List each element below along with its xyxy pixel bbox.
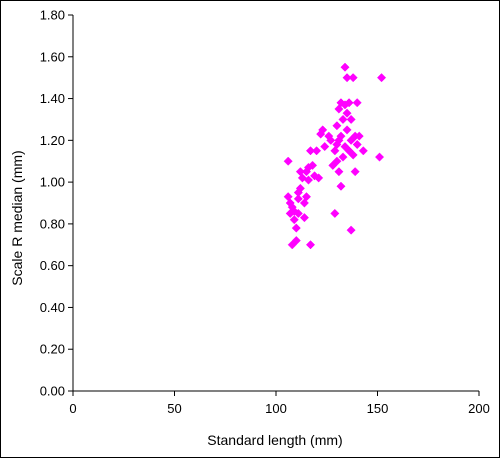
data-point — [318, 125, 328, 135]
x-tick-label: 150 — [367, 401, 389, 416]
x-tick-label: 200 — [468, 401, 490, 416]
data-point — [293, 208, 303, 218]
data-point — [312, 146, 322, 156]
y-tick-label: 0.80 — [40, 216, 65, 231]
data-point — [326, 135, 336, 145]
y-axis: 0.00 0.20 0.40 0.60 0.80 1.00 1.20 1.40 1.60 1.80 — [40, 8, 74, 399]
data-point — [358, 146, 368, 156]
data-point — [336, 98, 346, 108]
data-point — [354, 131, 364, 141]
data-point — [305, 146, 316, 156]
data-point — [338, 152, 348, 162]
y-tick-label: 1.20 — [40, 133, 65, 148]
data-point — [314, 173, 324, 183]
y-tick-label: 1.40 — [40, 91, 65, 106]
data-point — [344, 98, 354, 108]
data-point — [374, 152, 385, 162]
data-point — [340, 62, 350, 72]
data-point — [295, 183, 305, 193]
y-tick-label: 1.80 — [40, 8, 65, 23]
data-point — [377, 73, 387, 83]
y-tick-label: 1.60 — [40, 49, 65, 64]
data-point — [334, 167, 344, 177]
data-point — [348, 150, 358, 160]
x-tick-label: 0 — [69, 401, 76, 416]
data-point — [283, 156, 293, 166]
x-axis-title: Standard length (mm) — [207, 432, 342, 448]
data-point — [346, 114, 356, 124]
data-point — [338, 114, 348, 124]
x-tick-label: 50 — [167, 401, 181, 416]
data-point — [320, 142, 330, 152]
data-point — [352, 139, 362, 150]
y-tick-label: 0.60 — [40, 258, 65, 273]
data-point — [299, 213, 309, 223]
y-tick-label: 1.00 — [40, 175, 65, 190]
data-point — [289, 215, 299, 225]
data-point — [352, 98, 362, 108]
data-point — [348, 73, 358, 83]
data-point — [307, 160, 318, 170]
y-tick-label: 0.00 — [40, 384, 65, 399]
data-point — [350, 167, 360, 177]
data-point — [342, 73, 352, 83]
data-point — [330, 208, 340, 218]
data-point — [301, 192, 312, 202]
x-axis: 0 50 100 150 200 — [69, 390, 490, 416]
data-point — [305, 240, 316, 250]
x-tick-label: 100 — [265, 401, 287, 416]
data-point — [336, 181, 346, 191]
data-point — [342, 125, 352, 135]
data-point — [342, 108, 352, 118]
data-point — [332, 156, 342, 166]
data-point — [346, 225, 356, 235]
data-point — [332, 121, 342, 131]
y-tick-label: 0.20 — [40, 342, 65, 357]
data-point — [293, 194, 303, 204]
y-tick-label: 0.40 — [40, 300, 65, 315]
data-points — [283, 62, 387, 250]
y-axis-title: Scale R median (mm) — [9, 150, 25, 285]
data-point — [291, 236, 301, 246]
data-point — [291, 223, 301, 233]
data-point — [336, 131, 346, 141]
data-point — [303, 175, 314, 185]
